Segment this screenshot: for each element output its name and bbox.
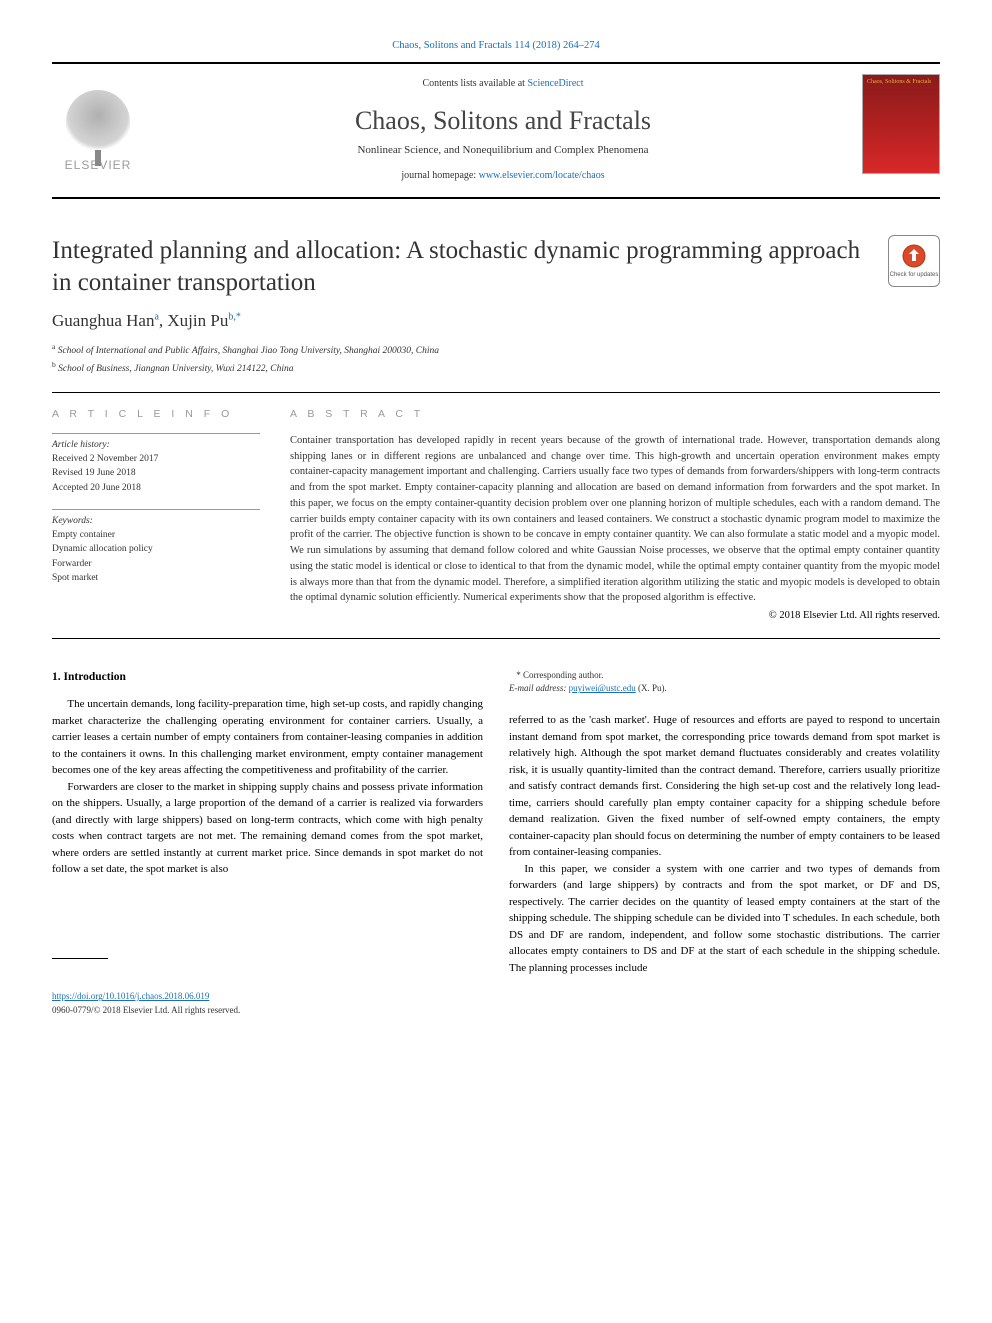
info-abstract-block: A R T I C L E I N F O Article history: R… [52,407,940,639]
article-history: Article history: Received 2 November 201… [52,433,260,495]
keywords-label: Keywords: [52,514,260,528]
keywords-block: Keywords: Empty container Dynamic alloca… [52,509,260,585]
header-center: Contents lists available at ScienceDirec… [160,74,846,184]
author-1: Guanghua Hana [52,311,159,330]
article-title: Integrated planning and allocation: A st… [52,235,868,298]
title-block: Integrated planning and allocation: A st… [52,235,940,376]
article-info-column: A R T I C L E I N F O Article history: R… [52,407,260,624]
history-received: Received 2 November 2017 [52,452,260,466]
body-text: 1. Introduction The uncertain demands, l… [52,669,940,977]
homepage-link[interactable]: www.elsevier.com/locate/chaos [479,170,605,181]
journal-header: ELSEVIER Contents lists available at Sci… [52,62,940,200]
publisher-logo: ELSEVIER [52,74,144,174]
body-paragraph: Forwarders are closer to the market in s… [52,779,483,878]
corresponding-author-footnote: * Corresponding author. E-mail address: … [509,669,940,696]
homepage-prefix: journal homepage: [401,170,478,181]
history-accepted: Accepted 20 June 2018 [52,481,260,495]
keyword-1: Empty container [52,528,260,542]
citation-bar: Chaos, Solitons and Fractals 114 (2018) … [52,38,940,54]
abstract-label: A B S T R A C T [290,407,940,423]
abstract-text: Container transportation has developed r… [290,433,940,606]
footnote-marker: * [516,670,521,680]
abstract-copyright: © 2018 Elsevier Ltd. All rights reserved… [290,608,940,624]
doi-link[interactable]: https://doi.org/10.1016/j.chaos.2018.06.… [52,991,209,1001]
author-2: Xujin Pub,* [167,311,240,330]
section-heading-1: 1. Introduction [52,669,483,686]
history-label: Article history: [52,438,260,452]
footnote-email-link[interactable]: puyiwei@ustc.edu [569,683,636,693]
affiliation-a: a School of International and Public Aff… [52,341,868,358]
body-paragraph: The uncertain demands, long facility-pre… [52,696,483,779]
article-info-label: A R T I C L E I N F O [52,407,260,423]
journal-cover-text: Chaos, Solitons & Fractals [867,79,935,86]
body-paragraph: In this paper, we consider a system with… [509,861,940,977]
affiliation-b: b School of Business, Jiangnan Universit… [52,359,868,376]
journal-cover-thumbnail: Chaos, Solitons & Fractals [862,74,940,174]
author-list: Guanghua Hana, Xujin Pub,* [52,308,868,334]
footnote-label: Corresponding author. [523,670,604,680]
keyword-2: Dynamic allocation policy [52,542,260,556]
contents-line: Contents lists available at ScienceDirec… [160,76,846,91]
abstract-column: A B S T R A C T Container transportation… [290,407,940,624]
check-updates-label: Check for updates [890,271,939,280]
footnote-email-paren: (X. Pu). [638,683,667,693]
body-paragraph: referred to as the 'cash market'. Huge o… [509,712,940,861]
check-updates-icon [901,243,927,269]
footnote-rule [52,958,108,959]
horizontal-rule [52,392,940,393]
homepage-line: journal homepage: www.elsevier.com/locat… [160,168,846,183]
footer-copyright: 0960-0779/© 2018 Elsevier Ltd. All right… [52,1005,240,1015]
check-for-updates-badge[interactable]: Check for updates [888,235,940,287]
contents-prefix: Contents lists available at [422,78,527,89]
footnote-email-label: E-mail address: [509,683,566,693]
sciencedirect-link[interactable]: ScienceDirect [527,78,583,89]
history-revised: Revised 19 June 2018 [52,466,260,480]
affiliations: a School of International and Public Aff… [52,341,868,376]
keyword-3: Forwarder [52,557,260,571]
journal-name: Chaos, Solitons and Fractals [160,101,846,140]
elsevier-tree-icon [66,90,130,154]
keyword-4: Spot market [52,571,260,585]
page-footer: https://doi.org/10.1016/j.chaos.2018.06.… [52,990,940,1017]
journal-subtitle: Nonlinear Science, and Nonequilibrium an… [160,142,846,159]
